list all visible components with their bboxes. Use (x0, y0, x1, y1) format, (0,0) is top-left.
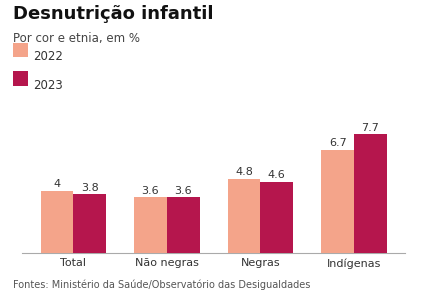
Text: 2022: 2022 (33, 50, 63, 63)
Bar (41, 191, 73, 253)
Text: Desnutrição infantil: Desnutrição infantil (13, 5, 214, 23)
Text: 3.6: 3.6 (142, 186, 159, 196)
Bar (134, 197, 167, 253)
Bar (167, 197, 200, 253)
Text: 4.6: 4.6 (268, 170, 286, 180)
Text: 4.8: 4.8 (235, 167, 253, 177)
Bar (73, 194, 106, 253)
Text: 2023: 2023 (33, 79, 62, 92)
Bar (354, 134, 387, 253)
Text: 7.7: 7.7 (361, 123, 379, 132)
Text: 4: 4 (53, 179, 61, 189)
Text: 3.8: 3.8 (81, 182, 99, 193)
Text: 3.6: 3.6 (174, 186, 192, 196)
Text: Fontes: Ministério da Saúde/Observatório das Desigualdades: Fontes: Ministério da Saúde/Observatório… (13, 280, 310, 290)
Bar (260, 182, 293, 253)
Text: Por cor e etnia, em %: Por cor e etnia, em % (13, 32, 140, 45)
Text: 6.7: 6.7 (329, 138, 347, 148)
Bar (228, 179, 260, 253)
Bar (321, 150, 354, 253)
